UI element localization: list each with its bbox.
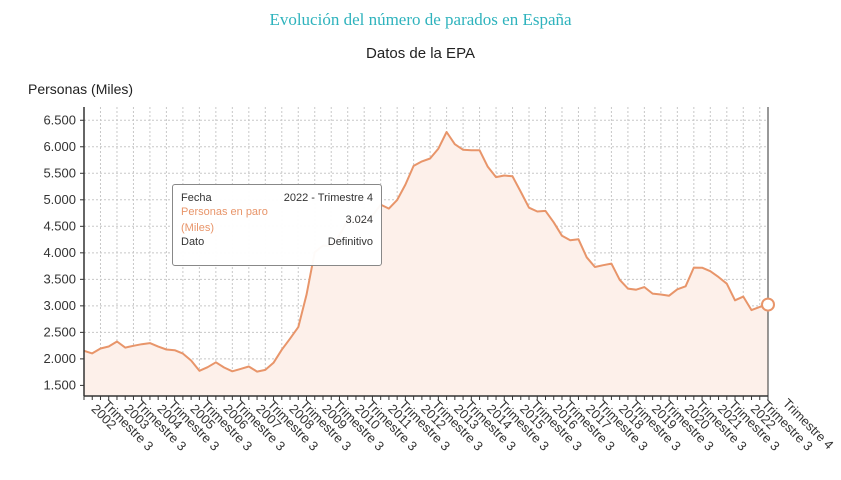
series-line [83,131,769,373]
tooltip-series-label: Personas en paro (Miles) [181,206,268,234]
chart-title: Evolución del número de parados en Españ… [269,10,572,29]
y-tick-label: 1.500 [43,377,76,392]
y-tick-label: 4.500 [43,218,76,233]
y-tick-label: 3.000 [43,298,76,313]
y-tick-label: 2.500 [43,324,76,339]
y-tick-label: 5.000 [43,192,76,207]
y-tick-label: 6.500 [43,112,76,127]
area-fill [84,132,768,396]
tooltip-status-value: Definitivo [327,236,373,248]
y-tick-label: 4.000 [43,245,76,260]
y-tick-label: 5.500 [43,165,76,180]
y-tick-label: 6.000 [43,139,76,154]
chart-subtitle: Datos de la EPA [366,45,475,62]
tooltip-date-value: 2022 - Trimestre 4 [283,192,373,204]
y-axis-label: Personas (Miles) [28,81,134,97]
y-tick-label: 3.500 [43,271,76,286]
tooltip-date-label: Fecha [181,192,212,204]
tooltip-status-label: Dato [181,236,205,248]
tooltip-series-value: 3.024 [345,214,373,226]
highlighted-point [761,297,775,312]
tooltip: Fecha 2022 - Trimestre 4 Personas en paro… [172,184,382,266]
y-tick-label: 2.000 [43,351,76,366]
